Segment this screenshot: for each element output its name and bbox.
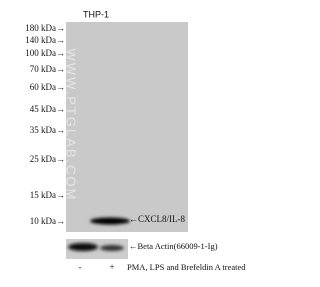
marker-label: 35 kDa→ xyxy=(30,125,65,135)
watermark: WWW.PTGLAB.COM xyxy=(64,49,79,202)
lane-label: THP-1 xyxy=(83,9,109,19)
marker-label: 180 kDa→ xyxy=(25,23,65,33)
actin-band xyxy=(100,245,124,251)
figure: WWW.PTGLAB.COM THP-1 180 kDa→ 140 kDa→ 100… xyxy=(0,0,278,287)
marker-label: 140 kDa→ xyxy=(25,35,65,45)
western-blot: WWW.PTGLAB.COM THP-1 180 kDa→ 140 kDa→ 100… xyxy=(0,0,278,287)
marker-label: 100 kDa→ xyxy=(25,48,65,58)
cxcl8-band xyxy=(90,218,130,225)
band-label: ←CXCL8/IL-8 xyxy=(129,214,185,224)
marker-label: 60 kDa→ xyxy=(30,82,65,92)
marker-label: 25 kDa→ xyxy=(30,154,65,164)
markers: 180 kDa→ 140 kDa→ 100 kDa→ 70 kDa→ 60 kDa→ 45… xyxy=(25,23,65,226)
treatment-sign: - xyxy=(79,262,82,272)
blot-panel xyxy=(66,22,188,232)
marker-label: 10 kDa→ xyxy=(30,216,65,226)
band-label: ←Beta Actin(66009-1-Ig) xyxy=(129,241,218,251)
marker-label: 15 kDa→ xyxy=(30,190,65,200)
treatment-sign: + xyxy=(109,262,114,272)
actin-band xyxy=(68,243,98,251)
marker-label: 45 kDa→ xyxy=(30,104,65,114)
treatment-label: PMA, LPS and Brefeldin A treated xyxy=(127,262,246,272)
marker-label: 70 kDa→ xyxy=(30,64,65,74)
